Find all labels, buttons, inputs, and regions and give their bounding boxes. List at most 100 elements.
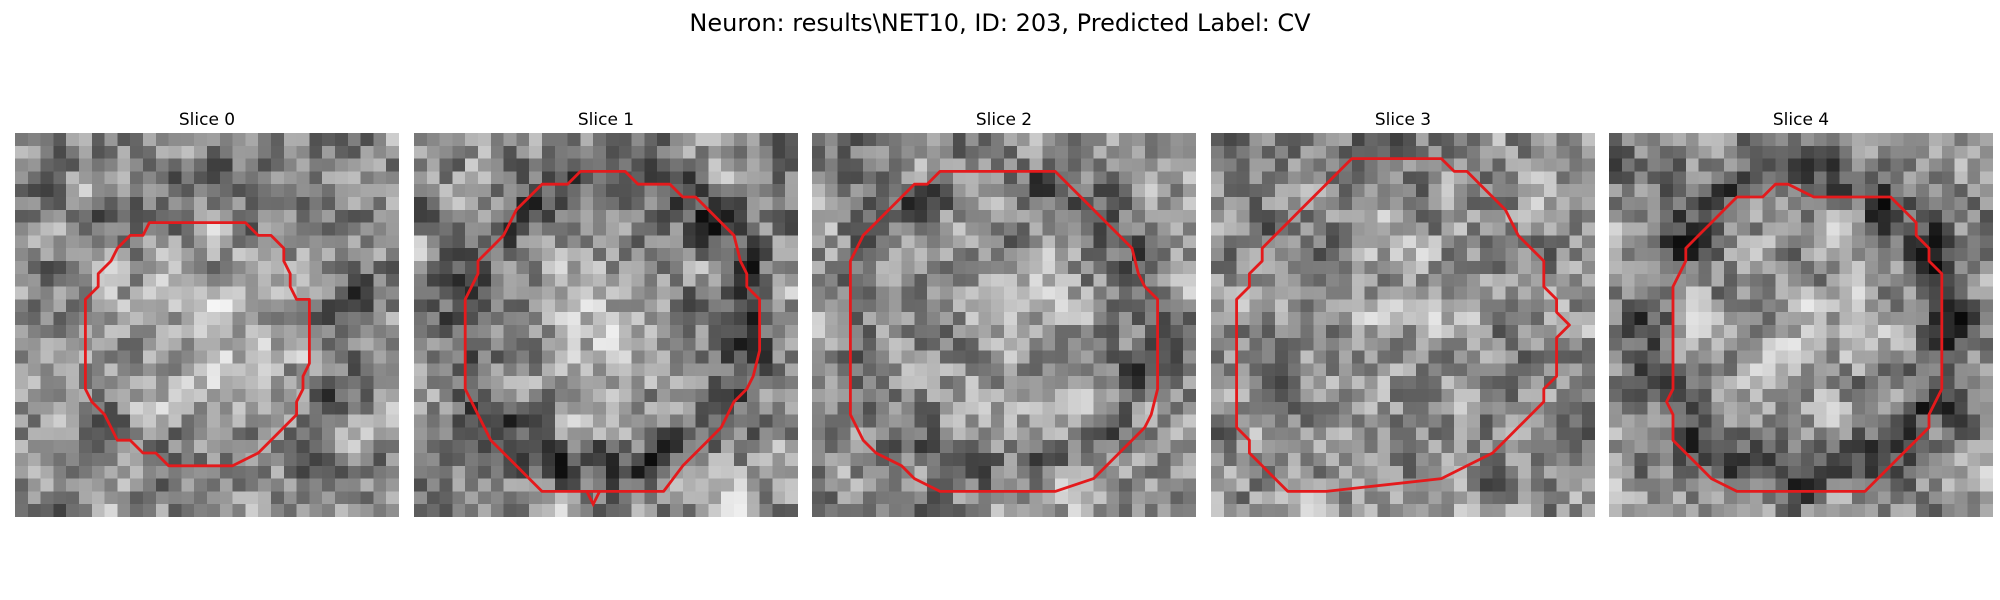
pixel xyxy=(1132,299,1146,313)
pixel xyxy=(1569,145,1583,159)
pixel xyxy=(181,158,195,172)
pixel xyxy=(876,491,890,505)
pixel xyxy=(194,440,208,454)
pixel xyxy=(812,299,826,313)
pixel xyxy=(876,184,890,198)
pixel xyxy=(1980,184,1993,198)
pixel xyxy=(606,222,620,236)
pixel xyxy=(1106,389,1120,403)
pixel xyxy=(1941,273,1955,287)
pixel xyxy=(1698,453,1712,467)
pixel xyxy=(1454,363,1468,377)
pixel xyxy=(631,376,645,390)
pixel xyxy=(1890,312,1904,326)
pixel xyxy=(386,197,399,211)
pixel xyxy=(283,491,297,505)
pixel xyxy=(670,222,684,236)
pixel xyxy=(1183,337,1196,351)
pixel xyxy=(452,235,466,249)
pixel xyxy=(386,504,399,517)
pixel xyxy=(194,158,208,172)
pixel xyxy=(91,389,105,403)
pixel xyxy=(837,184,851,198)
pixel xyxy=(580,145,594,159)
pixel xyxy=(1339,376,1353,390)
pixel xyxy=(309,427,323,441)
pixel xyxy=(991,325,1005,339)
pixel xyxy=(1479,401,1493,415)
pixel xyxy=(1647,350,1661,364)
pixel xyxy=(863,350,877,364)
pixel xyxy=(1967,389,1981,403)
pixel xyxy=(1582,401,1595,415)
pixel xyxy=(1621,209,1635,223)
pixel xyxy=(1313,158,1327,172)
pixel xyxy=(15,440,29,454)
pixel xyxy=(1275,145,1289,159)
pixel xyxy=(1826,504,1840,517)
pixel xyxy=(1737,145,1751,159)
pixel xyxy=(1236,171,1250,185)
pixel xyxy=(682,273,696,287)
pixel xyxy=(104,299,118,313)
pixel xyxy=(219,261,233,275)
pixel xyxy=(1287,376,1301,390)
pixel xyxy=(927,427,941,441)
pixel xyxy=(644,299,658,313)
pixel xyxy=(978,235,992,249)
pixel xyxy=(631,363,645,377)
pixel xyxy=(529,363,543,377)
pixel xyxy=(644,312,658,326)
pixel xyxy=(1055,325,1069,339)
pixel xyxy=(1826,312,1840,326)
pixel xyxy=(837,504,851,517)
pixel xyxy=(283,465,297,479)
pixel xyxy=(1634,261,1648,275)
pixel xyxy=(1364,145,1378,159)
pixel xyxy=(1954,478,1968,492)
pixel xyxy=(1326,286,1340,300)
pixel xyxy=(529,235,543,249)
pixel xyxy=(1467,478,1481,492)
pixel xyxy=(1262,478,1276,492)
pixel xyxy=(1249,312,1263,326)
pixel xyxy=(1737,504,1751,517)
pixel xyxy=(1673,158,1687,172)
pixel xyxy=(1029,401,1043,415)
pixel xyxy=(631,478,645,492)
pixel xyxy=(991,414,1005,428)
pixel xyxy=(1275,158,1289,172)
pixel xyxy=(232,312,246,326)
pixel xyxy=(1826,337,1840,351)
pixel xyxy=(1313,197,1327,211)
pixel xyxy=(386,209,399,223)
pixel xyxy=(91,184,105,198)
pixel xyxy=(812,453,826,467)
pixel xyxy=(888,389,902,403)
pixel xyxy=(1788,197,1802,211)
pixel xyxy=(1377,453,1391,467)
pixel xyxy=(1954,222,1968,236)
pixel xyxy=(1518,286,1532,300)
pixel xyxy=(1454,325,1468,339)
pixel xyxy=(271,389,285,403)
pixel xyxy=(1080,401,1094,415)
pixel xyxy=(1826,453,1840,467)
pixel xyxy=(1249,171,1263,185)
pixel xyxy=(1698,248,1712,262)
pixel xyxy=(1106,158,1120,172)
pixel xyxy=(1634,325,1648,339)
pixel xyxy=(1890,286,1904,300)
pixel xyxy=(66,491,80,505)
pixel xyxy=(1326,325,1340,339)
pixel xyxy=(296,248,310,262)
pixel xyxy=(1788,145,1802,159)
pixel xyxy=(117,197,131,211)
pixel xyxy=(1390,453,1404,467)
pixel xyxy=(258,453,272,467)
pixel xyxy=(670,478,684,492)
pixel xyxy=(1157,171,1171,185)
pixel xyxy=(1467,440,1481,454)
pixel xyxy=(580,440,594,454)
pixel xyxy=(1492,312,1506,326)
